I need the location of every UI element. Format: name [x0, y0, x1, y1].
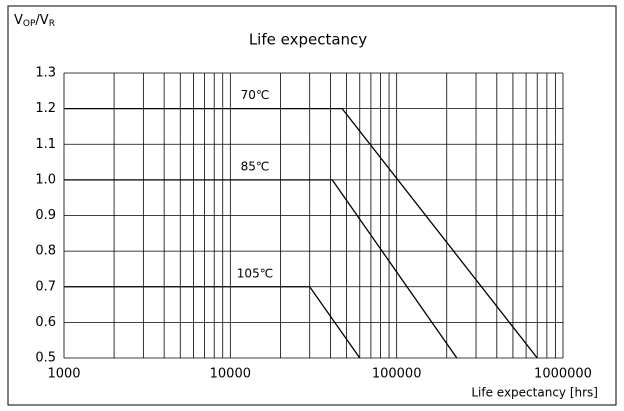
x-tick-label: 1000 [47, 367, 80, 382]
y-axis-label: VOP/VR [14, 13, 55, 29]
series-line [64, 107, 538, 359]
y-tick-label: 0.5 [35, 351, 56, 366]
series-line [64, 179, 458, 359]
x-axis-label: Life expectancy [hrs] [471, 386, 598, 400]
y-tick-label: 0.7 [35, 279, 56, 294]
series-label: 70℃ [241, 88, 270, 102]
y-tick-label: 1.0 [35, 172, 56, 187]
series-line [64, 286, 361, 359]
y-tick-label: 1.2 [35, 101, 56, 116]
series-label: 105℃ [237, 266, 273, 280]
frame [7, 5, 617, 406]
y-tick-label: 0.8 [35, 244, 56, 259]
chart-title: Life expectancy [249, 31, 367, 49]
x-tick-label: 10000 [210, 367, 251, 382]
series-label: 85℃ [241, 159, 270, 173]
x-tick-label: 1000000 [534, 367, 592, 382]
x-tick-label: 100000 [372, 367, 422, 382]
y-tick-label: 1.3 [35, 66, 56, 81]
y-tick-label: 1.1 [35, 137, 56, 152]
y-tick-label: 0.6 [35, 315, 56, 330]
y-tick-label: 0.9 [35, 208, 56, 223]
